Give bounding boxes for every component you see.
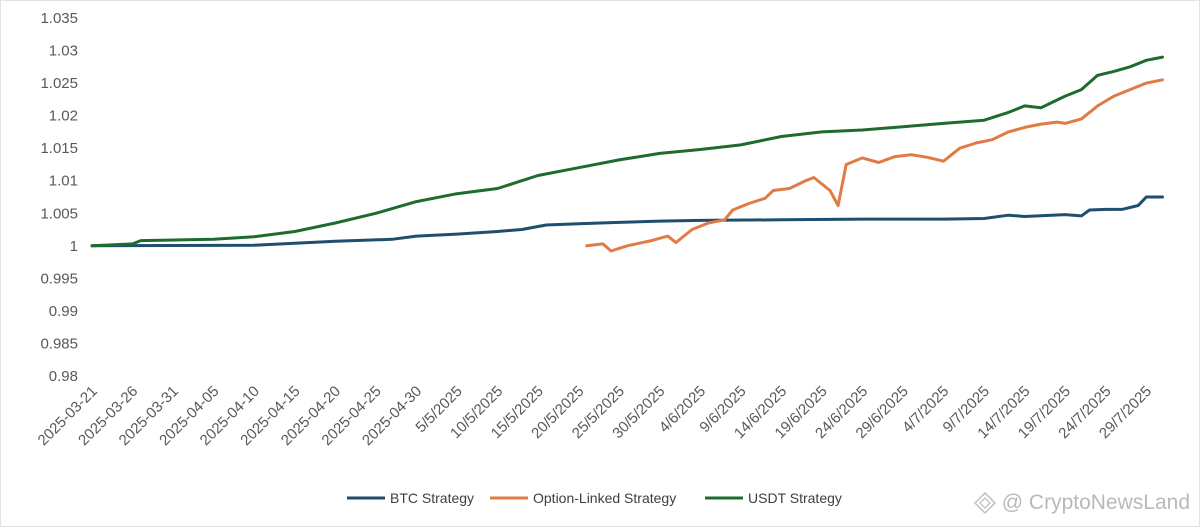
legend-label: BTC Strategy xyxy=(390,490,474,506)
y-tick-label: 0.98 xyxy=(49,368,78,385)
y-tick-label: 1.005 xyxy=(40,205,78,222)
y-tick-label: 1.02 xyxy=(49,108,78,125)
watermark: @ CryptoNewsLand xyxy=(973,491,1190,515)
y-axis: 1.035 1.03 1.025 1.02 1.015 1.01 1.005 1 0.995 0.… xyxy=(40,10,78,385)
y-tick-label: 1.015 xyxy=(40,140,78,157)
series-line-btc-strategy xyxy=(90,195,1164,248)
y-tick-label: 0.995 xyxy=(40,270,78,287)
legend-label: USDT Strategy xyxy=(748,490,842,506)
y-tick-label: 1.01 xyxy=(49,173,78,190)
diamond-logo-icon xyxy=(973,492,996,514)
series-line-usdt-strategy xyxy=(90,55,1164,248)
legend: BTC Strategy Option-Linked Strategy USDT S… xyxy=(347,490,842,506)
y-tick-label: 1.035 xyxy=(40,10,78,27)
series-line-option-linked-strategy xyxy=(585,78,1164,253)
series-layer xyxy=(90,55,1164,253)
y-tick-label: 1 xyxy=(70,238,78,255)
y-tick-label: 1.025 xyxy=(40,75,78,92)
y-tick-label: 1.03 xyxy=(49,43,78,60)
y-tick-label: 0.985 xyxy=(40,335,78,352)
watermark-text: @ CryptoNewsLand xyxy=(1001,491,1190,514)
x-axis: 2025-03-212025-03-262025-03-312025-04-05… xyxy=(35,383,1156,449)
y-tick-label: 0.99 xyxy=(49,303,78,320)
legend-label: Option-Linked Strategy xyxy=(533,490,676,506)
